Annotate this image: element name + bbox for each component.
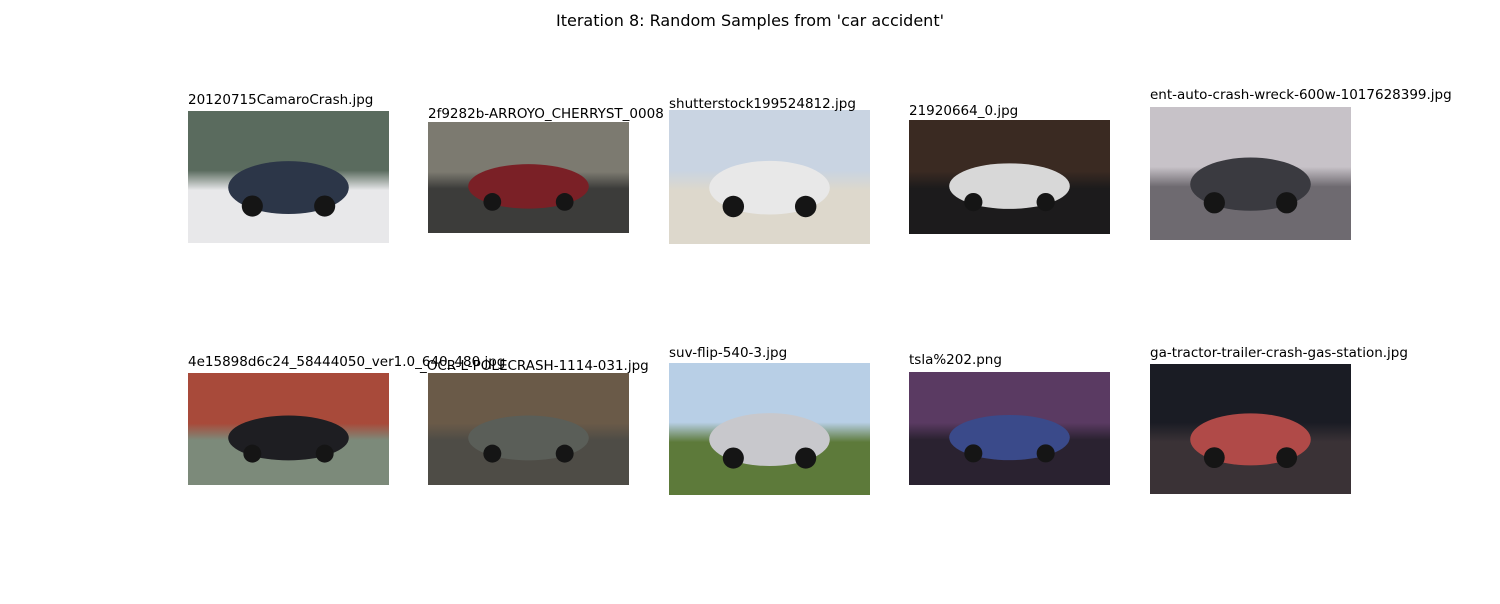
- image-filename: shutterstock199524812.jpg: [669, 96, 856, 112]
- wheel: [964, 192, 983, 212]
- image-tile: [428, 122, 629, 233]
- image-tile: [1150, 107, 1351, 240]
- wheel: [1036, 192, 1055, 212]
- wheel: [315, 444, 334, 463]
- wheel: [1203, 447, 1225, 468]
- wheel: [1276, 192, 1298, 214]
- wheel: [722, 195, 745, 218]
- wheel: [243, 444, 262, 463]
- wheel: [555, 444, 574, 463]
- figure-title: Iteration 8: Random Samples from 'car ac…: [556, 11, 944, 30]
- image-tile: [909, 372, 1110, 485]
- image-tile: [188, 111, 389, 243]
- wheel: [722, 447, 744, 469]
- image-filename: 2f9282b-ARROYO_CHERRYST_0008: [428, 106, 664, 122]
- wheel: [795, 447, 817, 469]
- image-tile: [909, 120, 1110, 234]
- image-filename: ent-auto-crash-wreck-600w-1017628399.jpg: [1150, 87, 1452, 103]
- wheel: [483, 444, 502, 463]
- image-tile: [669, 363, 870, 495]
- image-filename: _OCR-L-POLECRASH-1114-031.jpg: [419, 358, 649, 374]
- wheel: [1276, 447, 1298, 468]
- wheel: [1203, 192, 1225, 214]
- wheel: [555, 193, 574, 211]
- image-tile: [669, 110, 870, 244]
- wheel: [964, 444, 983, 463]
- image-filename: ga-tractor-trailer-crash-gas-station.jpg: [1150, 345, 1408, 361]
- image-filename: 4e15898d6c24_58444050_ver1.0_640_480.jpg: [188, 354, 505, 370]
- image-filename: 20120715CamaroCrash.jpg: [188, 92, 373, 108]
- image-tile: [428, 373, 629, 485]
- image-tile: [1150, 364, 1351, 494]
- image-filename: 21920664_0.jpg: [909, 103, 1018, 119]
- wheel: [794, 195, 817, 218]
- wheel: [314, 195, 336, 217]
- wheel: [1036, 444, 1055, 463]
- image-filename: suv-flip-540-3.jpg: [669, 345, 787, 361]
- image-tile: [188, 373, 389, 485]
- image-filename: tsla%202.png: [909, 352, 1002, 368]
- wheel: [241, 195, 263, 217]
- wheel: [483, 193, 502, 211]
